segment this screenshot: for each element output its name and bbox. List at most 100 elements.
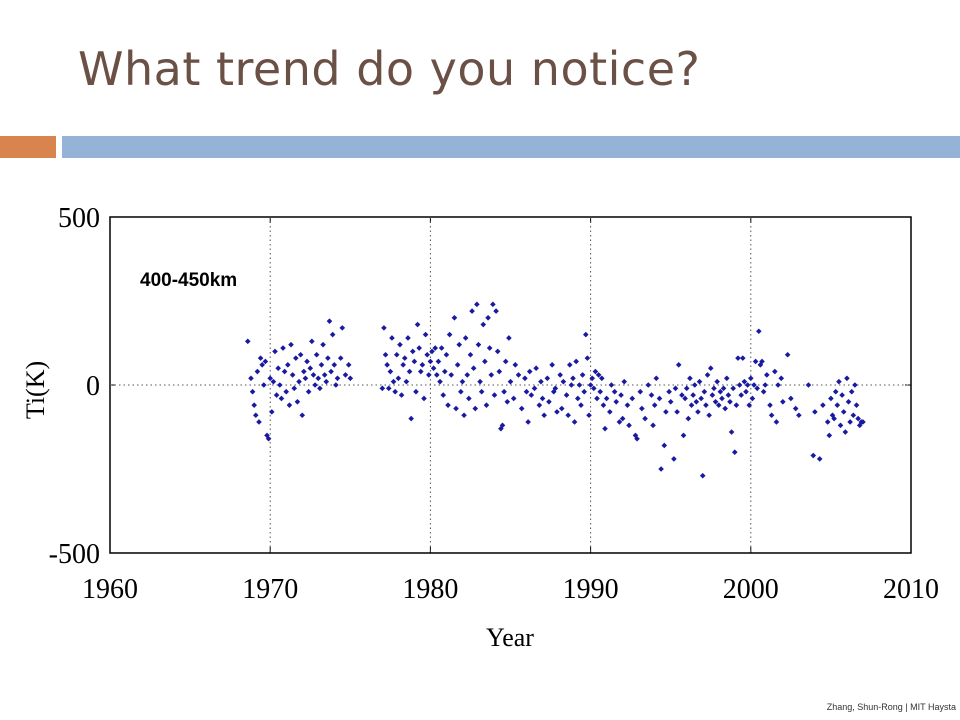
data-point — [629, 395, 636, 402]
data-point — [554, 409, 560, 415]
data-point — [310, 372, 317, 378]
data-point — [477, 378, 483, 385]
data-point — [722, 405, 728, 412]
data-point — [591, 385, 597, 392]
data-point — [848, 388, 855, 395]
data-point — [796, 412, 802, 419]
data-point — [741, 378, 748, 385]
data-point — [488, 372, 495, 378]
data-point — [703, 402, 709, 408]
data-point — [533, 365, 539, 371]
data-point — [328, 368, 334, 375]
data-point — [805, 382, 812, 388]
data-point — [446, 331, 453, 338]
data-point — [325, 355, 331, 361]
data-point — [709, 392, 716, 398]
data-point — [417, 368, 424, 375]
data-point — [458, 388, 464, 395]
title-accent-bar-orange — [0, 136, 56, 158]
data-point — [850, 412, 857, 419]
data-point — [398, 392, 405, 398]
data-point — [845, 399, 852, 405]
data-point — [602, 425, 608, 432]
data-point — [603, 395, 610, 402]
data-point — [773, 419, 780, 425]
data-point — [733, 402, 740, 408]
data-point — [706, 412, 712, 419]
data-point — [666, 388, 672, 395]
data-point — [528, 392, 535, 398]
data-point — [442, 368, 448, 375]
data-point — [764, 372, 770, 378]
data-point — [715, 402, 722, 408]
data-point — [429, 348, 435, 355]
data-point — [687, 375, 693, 382]
data-point — [751, 382, 757, 388]
data-point — [568, 382, 575, 388]
data-point — [334, 375, 341, 382]
data-point — [257, 355, 264, 361]
x-tick-labels: 1960 1970 1980 1990 2000 2010 — [82, 574, 939, 605]
data-point — [435, 358, 442, 365]
data-point — [347, 375, 354, 382]
data-point — [757, 362, 764, 368]
data-point — [285, 362, 291, 368]
data-point — [717, 388, 724, 395]
data-point — [504, 399, 511, 405]
data-point — [759, 358, 765, 365]
data-point — [277, 382, 283, 388]
data-point — [748, 375, 754, 382]
data-point — [430, 365, 437, 371]
data-point — [424, 351, 430, 358]
data-point — [565, 412, 571, 419]
data-point — [587, 382, 594, 388]
data-point — [762, 382, 769, 388]
data-point — [454, 362, 461, 368]
data-point — [491, 392, 498, 398]
data-point — [539, 395, 546, 402]
data-point — [464, 372, 471, 378]
data-point — [445, 402, 451, 408]
data-point — [387, 368, 394, 375]
data-point — [736, 382, 743, 388]
data-point — [317, 385, 323, 392]
data-point — [305, 388, 312, 395]
data-points — [244, 301, 866, 479]
data-point — [483, 402, 490, 408]
data-point — [326, 318, 333, 324]
data-point — [269, 409, 275, 415]
data-point — [264, 432, 270, 439]
data-point — [860, 419, 866, 425]
data-point — [331, 362, 338, 368]
data-point — [711, 385, 717, 392]
data-point — [619, 415, 626, 422]
data-point — [493, 308, 499, 314]
data-point — [792, 405, 799, 412]
data-point — [485, 315, 491, 321]
data-point — [746, 402, 752, 408]
data-point — [599, 375, 605, 382]
data-point — [739, 355, 746, 361]
data-point — [784, 351, 791, 358]
data-point — [725, 392, 732, 398]
y-tick-label: -500 — [49, 539, 100, 570]
data-point — [525, 419, 531, 425]
data-point — [738, 392, 744, 398]
data-point — [302, 375, 309, 382]
data-point — [597, 388, 604, 395]
data-point — [475, 341, 482, 348]
data-point — [571, 419, 578, 425]
data-point — [549, 362, 555, 368]
data-point — [280, 345, 286, 351]
data-point — [318, 362, 325, 368]
data-point — [270, 378, 277, 385]
data-point — [714, 378, 720, 385]
y-axis-label: Ti(K) — [21, 361, 50, 419]
data-point — [663, 409, 669, 415]
data-point — [312, 382, 318, 388]
data-point — [329, 331, 336, 338]
data-point — [459, 378, 466, 385]
data-point — [416, 345, 422, 351]
data-point — [719, 395, 725, 402]
x-tick-label: 2000 — [723, 574, 779, 605]
